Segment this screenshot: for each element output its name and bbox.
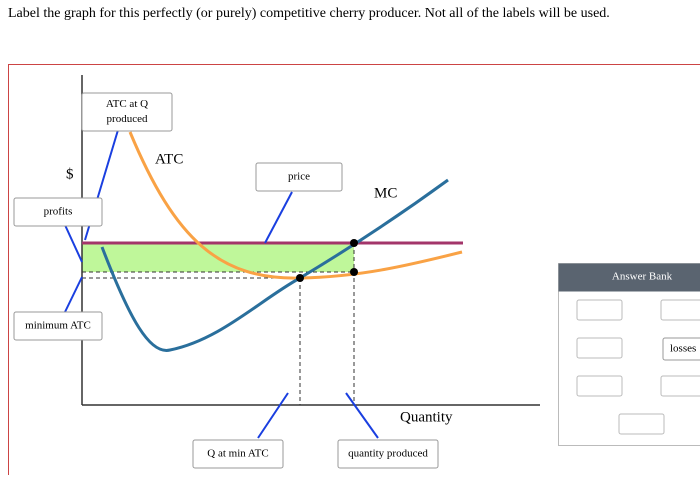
label-text[interactable]: profits [44,206,73,218]
label-text[interactable]: produced [107,113,148,125]
label-text[interactable]: price [288,171,310,183]
mc-label: MC [374,185,397,201]
label-text[interactable]: quantity produced [348,448,428,460]
label-text[interactable]: ATC at Q [106,98,148,110]
answer-bank-title: Answer Bank [612,271,673,283]
label-text[interactable]: minimum ATC [25,320,91,332]
label-text[interactable]: Q at min ATC [207,448,268,460]
atc-label: ATC [155,151,183,167]
label-boxes: ATC at Q produced price profits minimum ATC Q… [14,93,438,468]
instruction: Label the graph for this perfectly (or p… [8,6,610,21]
y-axis-label: $ [66,166,74,182]
x-axis-label: Quantity [400,409,453,425]
bank-item-text[interactable]: losses [670,343,696,355]
